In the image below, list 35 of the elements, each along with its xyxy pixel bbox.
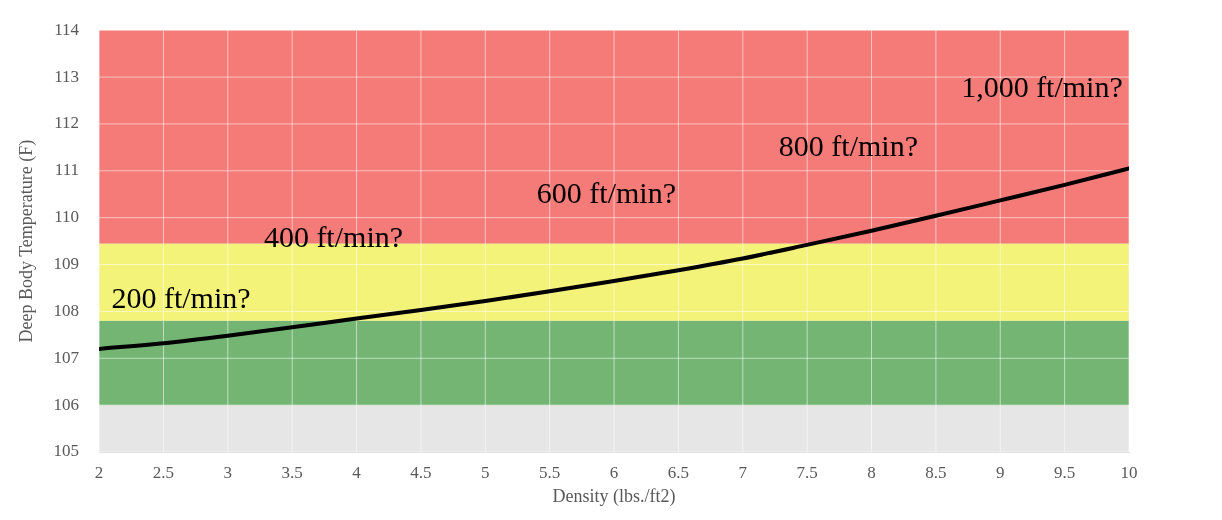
y-tick-label: 113 bbox=[54, 66, 80, 86]
line-series bbox=[99, 166, 1129, 351]
y-tick-label: 111 bbox=[54, 160, 80, 180]
x-tick-label: 9 bbox=[996, 462, 1005, 482]
annotation: 200 ft/min? bbox=[111, 281, 251, 315]
x-tick-label: 8 bbox=[867, 462, 876, 482]
x-tick-label: 6 bbox=[609, 462, 619, 482]
x-tick-label: 3 bbox=[223, 462, 233, 482]
y-tick-label: 108 bbox=[53, 300, 80, 320]
y-tick-label: 106 bbox=[53, 394, 80, 414]
annotation: 400 ft/min? bbox=[263, 219, 404, 253]
x-tick-label: 2 bbox=[94, 462, 104, 482]
annotation: 800 ft/min? bbox=[778, 129, 918, 163]
y-tick-label: 107 bbox=[53, 347, 80, 367]
x-tick-label: 4 bbox=[352, 462, 362, 482]
y-tick-label: 114 bbox=[54, 19, 80, 39]
x-tick-label: 8.5 bbox=[925, 462, 947, 482]
x-tick-label: 5.5 bbox=[539, 462, 561, 482]
x-tick-label: 7 bbox=[738, 462, 748, 482]
y-axis-title: Deep Body Temperature (F) bbox=[15, 139, 37, 343]
annotation: 600 ft/min? bbox=[536, 175, 676, 209]
y-tick-label: 109 bbox=[53, 254, 80, 273]
x-tick-label: 10 bbox=[1120, 462, 1138, 482]
y-tick-label: 112 bbox=[54, 113, 80, 133]
x-axis-title: Density (lbs./ft2) bbox=[552, 485, 676, 507]
x-tick-label: 4.5 bbox=[410, 462, 432, 482]
x-tick-label: 7.5 bbox=[796, 462, 818, 482]
x-tick-label: 5 bbox=[481, 462, 490, 482]
x-tick-label: 2.5 bbox=[152, 462, 175, 482]
annotation: 1,000 ft/min? bbox=[961, 70, 1123, 104]
x-tick-label: 6.5 bbox=[667, 462, 690, 482]
x-tick-label: 9.5 bbox=[1054, 462, 1076, 482]
x-tick-label: 3.5 bbox=[281, 462, 303, 482]
y-tick-label: 105 bbox=[53, 441, 80, 461]
y-tick-label: 110 bbox=[54, 207, 80, 227]
